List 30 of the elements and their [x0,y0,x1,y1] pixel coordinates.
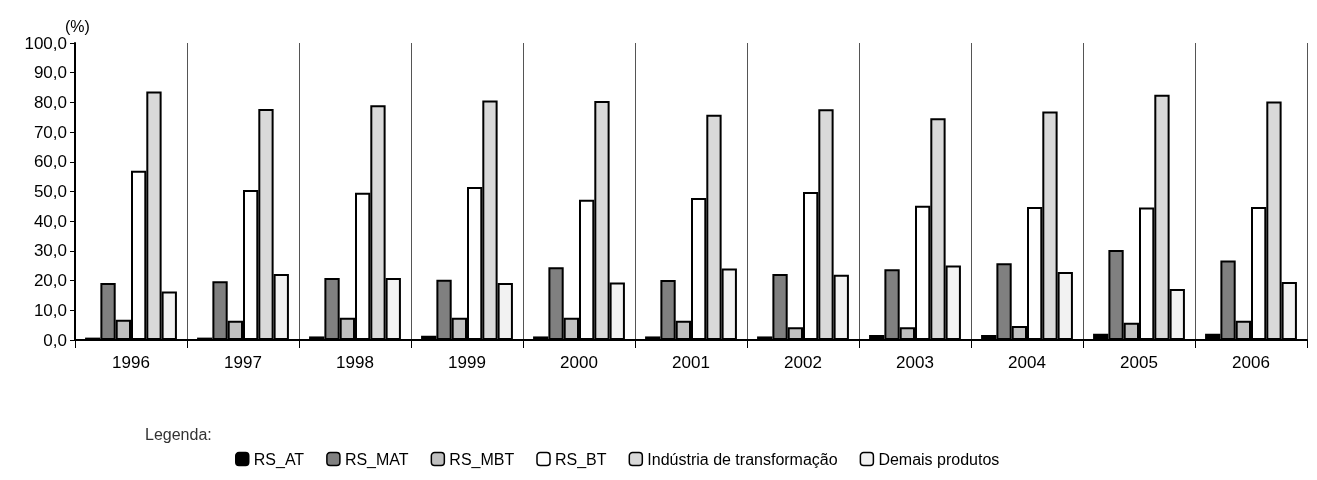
legend-label: Indústria de transformação [647,450,838,468]
y-tick-label: 100,0 [24,33,67,53]
x-tick-label: 2000 [560,353,598,372]
x-tick-label: 2001 [672,353,710,372]
y-tick-label: 70,0 [33,122,67,142]
x-tick-label: 1998 [336,353,374,372]
x-tick-label: 1999 [448,353,486,372]
x-tick-label: 1996 [112,353,150,372]
legend-label: RS_MAT [344,450,409,469]
y-axis-title: (%) [65,18,90,36]
legend-label: RS_AT [253,450,305,469]
x-tick-label: 2006 [1232,353,1270,372]
x-tick-label: 1997 [224,353,262,372]
y-tick-label: 80,0 [33,92,67,112]
y-tick-label: 60,0 [33,152,67,172]
y-tick-label: 90,0 [33,63,67,83]
legend-label: Demais produtos [878,450,1000,468]
x-tick-label: 2002 [784,353,822,372]
legend-label: RS_MBT [449,450,515,469]
legend-label: RS_BT [554,450,607,469]
y-tick-label: 50,0 [33,182,67,201]
x-tick-label: 2004 [1008,353,1046,372]
x-tick-label: 2003 [896,353,934,372]
y-tick-label: 40,0 [33,211,67,231]
y-tick-label: 20,0 [33,271,67,291]
y-tick-label: 30,0 [33,241,67,261]
y-tick-label: 10,0 [33,300,67,320]
x-tick-label: 2005 [1120,353,1158,372]
legend-title: Legenda: [145,425,212,443]
y-tick-label: 0,0 [43,330,67,350]
